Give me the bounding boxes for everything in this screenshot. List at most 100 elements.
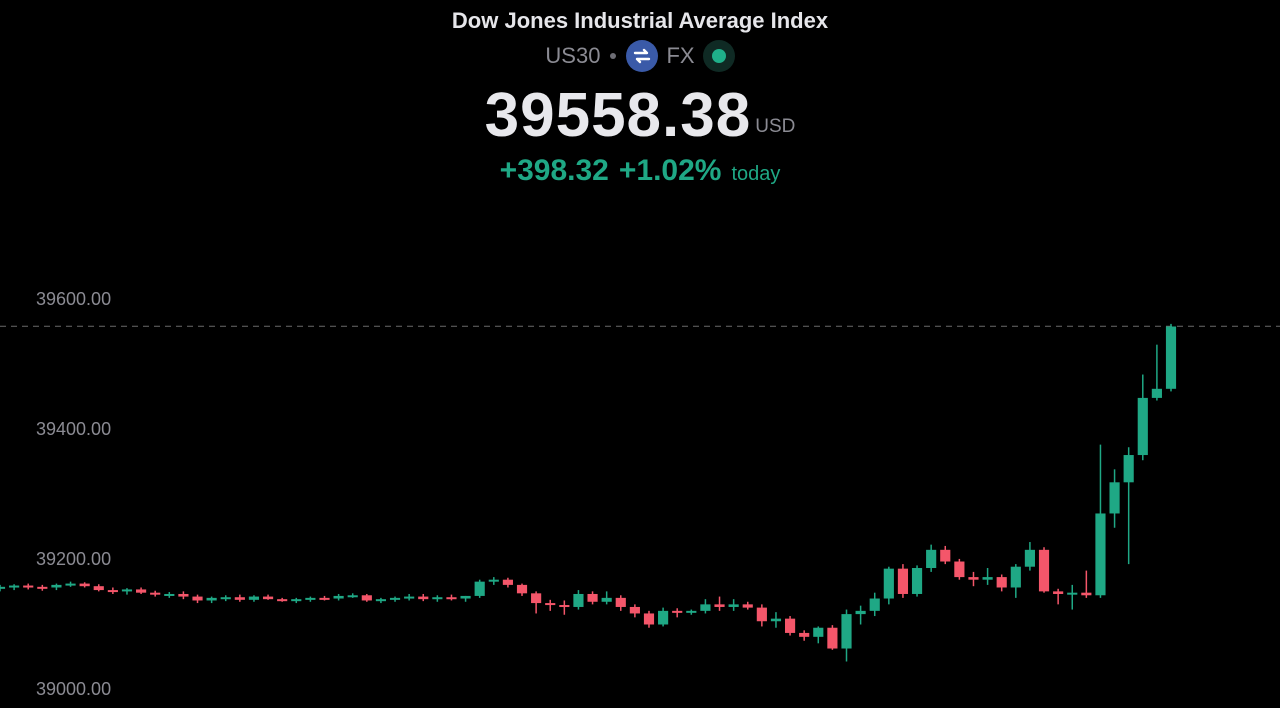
candle: [460, 595, 471, 602]
candle-body: [799, 632, 810, 637]
candle: [545, 599, 556, 611]
candle-body: [996, 577, 1007, 588]
candle-body: [1137, 397, 1148, 456]
candle-body: [0, 586, 6, 589]
candle: [968, 571, 979, 587]
candle: [234, 594, 245, 602]
candle-body: [107, 590, 118, 593]
candle-body: [968, 577, 979, 580]
candle-body: [121, 589, 133, 592]
candle-body: [784, 618, 796, 633]
symbol-label: US30: [545, 43, 601, 68]
candle-body: [9, 585, 20, 588]
candle-body: [714, 604, 725, 607]
candle: [615, 595, 626, 611]
candle-body: [418, 596, 429, 600]
candle: [178, 591, 189, 600]
price-row: 39558.38 USD: [0, 80, 1280, 152]
candle-body: [474, 581, 485, 596]
candle-body: [1067, 592, 1078, 595]
candle: [432, 595, 443, 602]
candle: [375, 597, 387, 604]
candle-body: [1109, 482, 1120, 514]
candle: [897, 564, 909, 598]
candle: [883, 566, 894, 605]
candle-body: [93, 586, 104, 591]
change-period-label: today: [731, 163, 781, 185]
candle: [333, 593, 344, 601]
candle: [1010, 564, 1021, 598]
candle: [940, 545, 951, 565]
candle-body: [1165, 326, 1177, 389]
separator-dot-icon: [610, 53, 617, 59]
candle-body: [1010, 566, 1021, 588]
candle: [37, 584, 48, 591]
candle-body: [150, 592, 161, 595]
candle-body: [672, 610, 683, 613]
candle-body: [432, 597, 443, 600]
candle-body: [658, 610, 669, 625]
candle: [305, 596, 316, 602]
candle: [841, 609, 852, 662]
candle: [954, 558, 965, 580]
price-change: +398.32: [499, 154, 609, 187]
candle-body: [700, 604, 711, 611]
candle: [1038, 547, 1050, 593]
candle-body: [728, 604, 739, 607]
candle: [192, 594, 203, 604]
candle-body: [643, 613, 655, 625]
candle: [107, 587, 118, 594]
candle: [474, 579, 485, 598]
candle-body: [770, 618, 782, 622]
candle-body: [319, 597, 330, 600]
candle-body: [615, 597, 626, 607]
candles: [0, 323, 1177, 662]
candle-body: [686, 610, 697, 613]
candle: [164, 592, 175, 598]
candle: [150, 590, 161, 597]
candle: [1151, 344, 1162, 401]
candle-body: [37, 586, 48, 589]
candle-body: [1081, 592, 1092, 596]
candle-body: [883, 568, 894, 599]
candle: [996, 574, 1007, 592]
candle: [1024, 542, 1035, 571]
candle: [404, 593, 415, 601]
y-tick-label: 39600.00: [36, 289, 111, 309]
candle: [291, 597, 302, 604]
candle: [827, 625, 838, 650]
candle: [23, 583, 34, 590]
candle-body: [516, 584, 528, 594]
candle-body: [291, 599, 302, 602]
candle: [319, 595, 330, 601]
candle-body: [1038, 549, 1050, 592]
candle-body: [65, 583, 76, 586]
exchange-label: FX: [666, 43, 695, 68]
candle-body: [404, 596, 415, 599]
candle: [855, 605, 866, 625]
market-open-dot-icon: [702, 40, 735, 72]
last-price: 39558.38: [484, 81, 752, 150]
candle: [911, 565, 923, 597]
candle: [220, 595, 231, 602]
change-row: +398.32 +1.02% today: [0, 154, 1280, 188]
candle: [277, 597, 288, 602]
candle: [361, 593, 372, 602]
candle-body: [136, 589, 147, 593]
candle: [262, 594, 274, 600]
candle-body: [1123, 455, 1134, 483]
candle-body: [827, 627, 838, 649]
candle: [869, 592, 880, 617]
candle: [1165, 323, 1177, 392]
exchange-logo-icon: [626, 40, 659, 72]
candle-body: [220, 597, 231, 600]
candle: [700, 599, 711, 614]
candle-body: [1053, 591, 1064, 594]
candle: [0, 584, 6, 592]
candle: [559, 600, 570, 615]
candle: [1137, 374, 1148, 461]
candle: [770, 612, 782, 628]
candle: [686, 609, 697, 615]
candle: [248, 595, 260, 602]
